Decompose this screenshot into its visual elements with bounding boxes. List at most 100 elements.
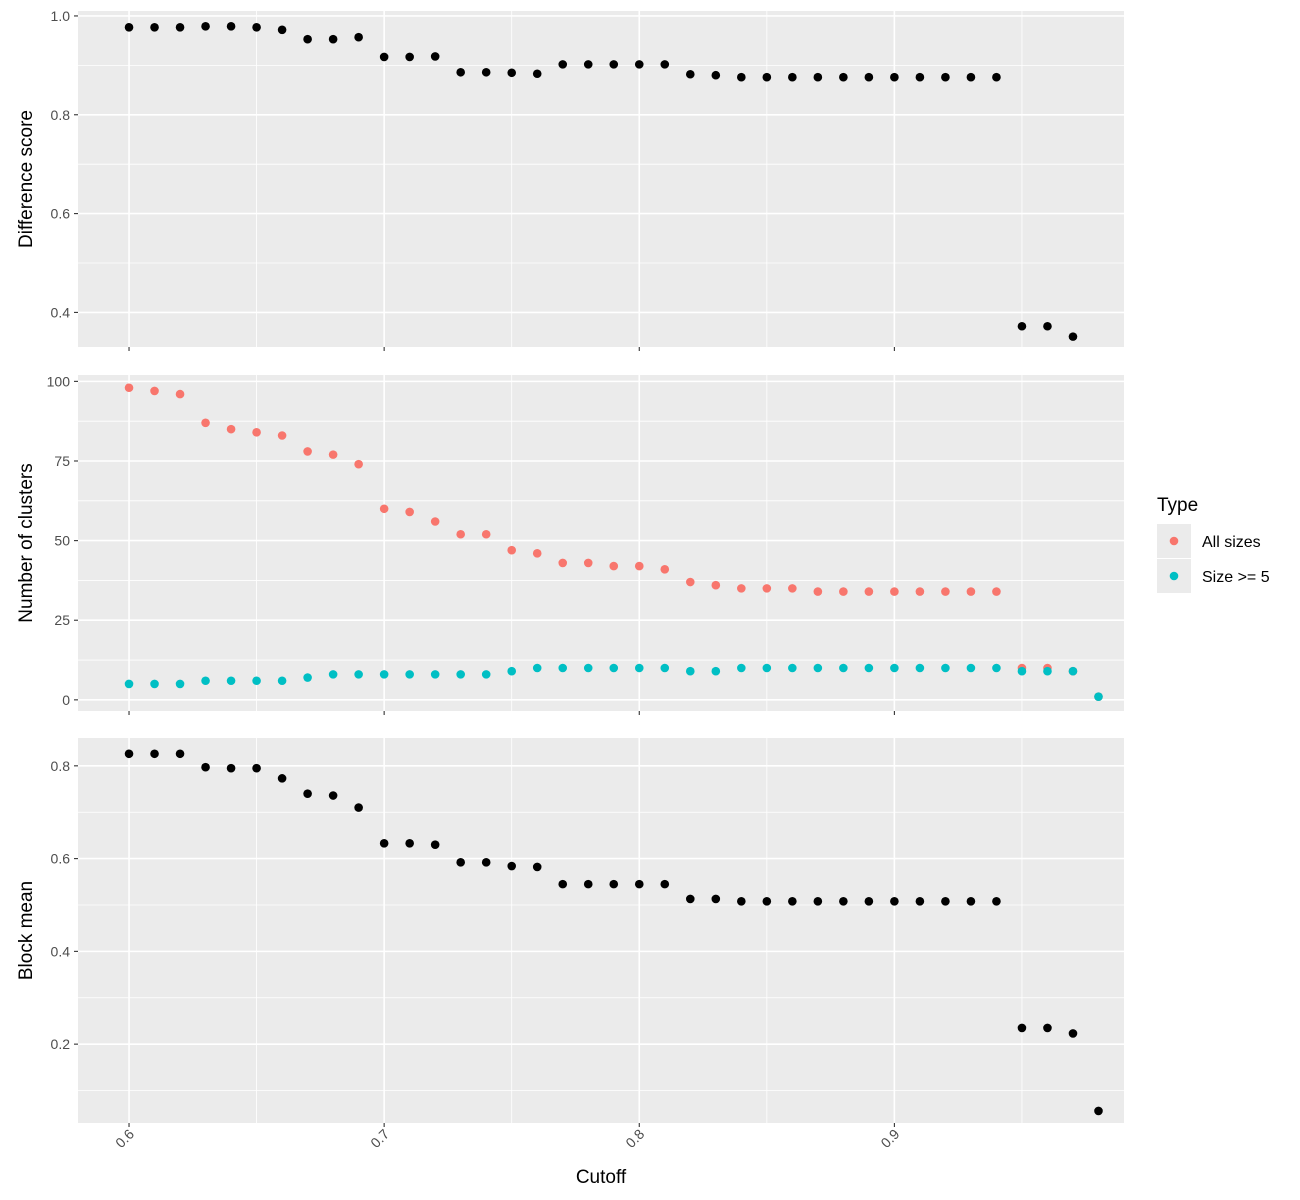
data-point: [405, 670, 414, 679]
data-point: [966, 72, 976, 82]
data-point: [1043, 1023, 1052, 1033]
data-point: [430, 52, 440, 61]
y-tick-label: 1.0: [51, 8, 71, 24]
data-point: [532, 663, 542, 673]
data-point: [941, 896, 950, 906]
legend-label-size-5: Size >= 5: [1202, 569, 1270, 586]
data-point: [481, 858, 491, 867]
x-tick-label: 0.6: [112, 1126, 137, 1151]
panel-2: 0 25 50 75 100 Number of clusters: [16, 373, 1124, 715]
data-point: [583, 60, 593, 69]
y-tick-label: 0.8: [51, 107, 71, 123]
data-point: [966, 587, 976, 596]
data-point: [1068, 332, 1078, 341]
data-point: [813, 72, 823, 82]
data-point: [609, 879, 619, 889]
data-point: [915, 896, 925, 906]
data-point: [226, 22, 236, 31]
data-point: [890, 896, 899, 906]
data-point: [328, 791, 338, 800]
data-point: [890, 663, 899, 673]
panel-3: 0.2 0.4 0.6 0.8 Block mean: [16, 738, 1124, 1127]
data-point: [226, 676, 236, 686]
panel-background: [78, 738, 1124, 1123]
data-point: [277, 676, 287, 686]
data-point: [507, 861, 517, 871]
data-point: [558, 879, 568, 889]
data-point: [992, 72, 1001, 82]
data-point: [532, 862, 542, 872]
data-point: [1094, 1106, 1103, 1116]
data-point: [685, 894, 695, 904]
data-point: [762, 584, 772, 593]
data-point: [252, 23, 261, 32]
data-point: [150, 749, 159, 759]
y-tick-label: 0.2: [51, 1036, 71, 1052]
data-point: [175, 749, 185, 759]
data-point: [762, 896, 772, 906]
data-point: [124, 749, 134, 759]
legend-key-all-sizes: [1169, 536, 1179, 546]
x-tick-label: 0.9: [877, 1126, 902, 1151]
panels-layer: 0.4 0.6 0.8 1.0 Difference score 0 25 50 75 100 Nu…: [16, 8, 1124, 1151]
data-point: [890, 72, 899, 82]
data-point: [634, 663, 644, 673]
y-tick-label: 0.8: [51, 758, 71, 774]
data-point: [839, 587, 848, 596]
data-point: [941, 72, 950, 82]
data-point: [354, 670, 363, 679]
data-point: [915, 587, 925, 596]
data-point: [558, 558, 568, 568]
data-point: [864, 587, 874, 596]
y-axis-title: Block mean: [16, 881, 37, 980]
data-point: [303, 447, 312, 456]
data-point: [1017, 666, 1027, 676]
data-point: [992, 663, 1001, 673]
series-1: [124, 22, 1078, 341]
data-point: [456, 67, 465, 77]
data-point: [507, 545, 517, 555]
data-point: [328, 670, 338, 679]
data-point: [328, 34, 338, 44]
data-point: [1017, 321, 1027, 331]
legend: Type All sizes Size >= 5: [1157, 495, 1270, 593]
data-point: [481, 529, 491, 539]
data-point: [762, 663, 772, 673]
x-axis-title: Cutoff: [576, 1167, 627, 1188]
data-point: [150, 386, 159, 396]
data-point: [711, 70, 721, 80]
data-point: [532, 549, 542, 558]
data-point: [634, 60, 644, 69]
data-point: [277, 431, 287, 440]
data-point: [277, 25, 287, 35]
y-tick-label: 0.4: [51, 304, 71, 320]
y-tick-label: 0.6: [51, 206, 71, 222]
data-point: [864, 663, 874, 673]
data-point: [226, 424, 236, 434]
data-point: [226, 763, 236, 773]
data-point: [430, 670, 440, 679]
data-point: [201, 676, 210, 686]
data-point: [583, 558, 593, 568]
data-point: [813, 663, 823, 673]
data-point: [405, 507, 414, 517]
data-point: [966, 896, 976, 906]
data-point: [124, 383, 134, 393]
data-point: [660, 564, 670, 574]
data-point: [1043, 321, 1052, 331]
data-point: [864, 72, 874, 82]
y-tick-label: 100: [47, 373, 71, 389]
data-point: [507, 68, 517, 78]
data-point: [1094, 692, 1103, 701]
panel-1: 0.4 0.6 0.8 1.0 Difference score: [16, 8, 1124, 351]
y-axis-title: Number of clusters: [16, 463, 37, 622]
data-point: [737, 584, 746, 593]
data-point: [456, 529, 465, 539]
data-point: [354, 803, 363, 812]
data-point: [609, 60, 619, 69]
y-axis-title: Difference score: [16, 110, 37, 248]
data-point: [762, 72, 772, 82]
legend-title: Type: [1157, 495, 1198, 516]
data-point: [201, 418, 210, 428]
data-point: [175, 679, 185, 689]
